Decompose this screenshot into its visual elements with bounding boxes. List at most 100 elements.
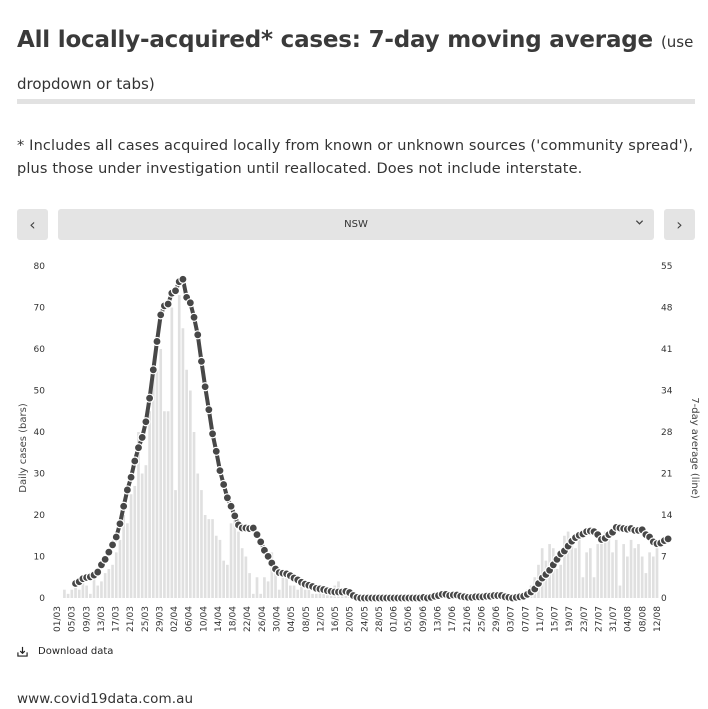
- y-axis-right-title: 7-day average (line): [689, 397, 700, 499]
- seven-day-average-point: [663, 534, 673, 544]
- daily-cases-bar: [66, 593, 70, 598]
- daily-cases-bar: [126, 523, 129, 598]
- x-tick-label: 13/06: [433, 606, 443, 632]
- y-left-tick-label: 30: [34, 470, 46, 480]
- seven-day-average-point: [100, 554, 110, 564]
- seven-day-average-point: [215, 466, 225, 476]
- daily-cases-bar: [248, 573, 251, 598]
- daily-cases-bar: [655, 548, 659, 598]
- x-tick-label: 13/03: [97, 606, 107, 632]
- daily-cases-bar: [70, 589, 74, 598]
- prev-region-button[interactable]: ‹: [17, 209, 48, 240]
- daily-cases-bar: [233, 519, 237, 598]
- daily-cases-bar: [148, 411, 151, 598]
- x-tick-label: 08/08: [638, 606, 648, 632]
- daily-cases-bar: [137, 432, 140, 598]
- daily-cases-bar: [129, 494, 133, 598]
- region-dropdown[interactable]: NSW: [58, 209, 654, 240]
- x-tick-label: 20/05: [346, 606, 356, 632]
- next-region-button[interactable]: ›: [664, 209, 695, 240]
- daily-cases-bar: [651, 556, 655, 598]
- x-tick-label: 21/03: [126, 606, 136, 632]
- x-tick-label: 17/03: [112, 606, 122, 632]
- daily-cases-bar: [281, 577, 285, 598]
- daily-cases-bar: [326, 593, 329, 598]
- y-axis-right: 0 7 14 21 28 34 41 48 55: [661, 262, 673, 604]
- x-tick-label: 12/05: [316, 606, 326, 632]
- daily-cases-bar: [589, 548, 592, 598]
- daily-cases-bar: [259, 593, 263, 598]
- daily-cases-bar: [585, 552, 588, 598]
- y-right-tick-label: 0: [661, 594, 667, 604]
- chevron-right-icon: ›: [676, 215, 683, 234]
- y-right-tick-label: 21: [661, 470, 672, 480]
- daily-cases-bar: [63, 589, 66, 598]
- daily-cases-bar: [107, 568, 111, 598]
- daily-cases-bar: [189, 390, 192, 598]
- y-right-tick-label: 41: [661, 345, 672, 355]
- daily-cases-bar: [566, 531, 570, 598]
- daily-cases-bar: [211, 519, 214, 598]
- x-tick-label: 17/06: [448, 606, 458, 632]
- x-tick-label: 24/05: [360, 606, 370, 632]
- seven-day-average-point: [211, 446, 221, 456]
- seven-day-average-point: [256, 537, 266, 547]
- daily-cases-bar: [270, 552, 274, 598]
- daily-cases-bar: [92, 577, 96, 598]
- daily-cases-bar: [155, 369, 159, 598]
- x-tick-label: 27/07: [594, 606, 604, 632]
- daily-cases-bar: [648, 552, 651, 598]
- daily-cases-bar: [96, 585, 100, 598]
- title-main: All locally-acquired* cases: 7-day movin…: [17, 27, 653, 53]
- daily-cases-bar: [140, 473, 144, 598]
- seven-day-average-point: [200, 382, 210, 392]
- daily-cases-bar: [611, 552, 614, 598]
- daily-cases-bar: [292, 585, 296, 598]
- seven-day-average-point: [137, 432, 147, 443]
- daily-cases-bar: [181, 328, 185, 598]
- y-left-tick-label: 10: [34, 553, 46, 563]
- y-left-tick-label: 0: [39, 594, 45, 604]
- seven-day-average-point: [178, 274, 188, 284]
- daily-cases-bar: [74, 585, 77, 598]
- daily-cases-bar: [626, 556, 629, 598]
- daily-cases-bar: [151, 365, 155, 598]
- daily-cases-bar: [563, 535, 566, 598]
- y-right-tick-label: 14: [661, 511, 673, 521]
- seven-day-average-point: [119, 501, 129, 511]
- seven-day-average-point: [104, 547, 114, 557]
- y-axis-left-title: Daily cases (bars): [18, 403, 29, 493]
- daily-cases-bar: [174, 490, 177, 598]
- region-dropdown-value: NSW: [344, 219, 368, 230]
- daily-cases-bar: [622, 544, 625, 598]
- y-right-tick-label: 48: [661, 304, 673, 314]
- x-tick-label: 01/06: [390, 606, 400, 632]
- daily-cases-bar: [111, 564, 114, 598]
- seven-day-average-point: [126, 472, 136, 482]
- daily-cases-bar: [196, 473, 200, 598]
- x-tick-label: 05/03: [68, 606, 78, 632]
- daily-cases-bar: [114, 552, 118, 598]
- download-icon: [17, 646, 28, 657]
- daily-cases-bar: [289, 585, 292, 598]
- daily-cases-bar: [551, 548, 555, 598]
- daily-cases-bar: [200, 490, 203, 598]
- download-data-button[interactable]: Download data: [17, 646, 113, 657]
- daily-cases-bar: [163, 411, 166, 598]
- daily-cases-bar: [596, 544, 600, 598]
- daily-cases-bar: [311, 593, 314, 598]
- x-tick-label: 16/05: [331, 606, 341, 632]
- daily-cases-bar: [240, 548, 244, 598]
- seven-day-average-point: [207, 429, 218, 439]
- daily-cases-bar: [303, 589, 307, 598]
- x-tick-label: 30/04: [273, 606, 283, 632]
- x-tick-label: 18/04: [229, 606, 239, 632]
- daily-cases-bar: [177, 295, 181, 598]
- chart-area: 0 10 20 30 40 50 60 70 80 0 7 14 21 28 34 41 48 55 01/03…: [18, 262, 700, 632]
- title-divider: [17, 99, 695, 104]
- x-tick-label: 19/07: [565, 606, 575, 632]
- seven-day-average-point: [111, 532, 121, 542]
- daily-cases-bar: [222, 560, 225, 598]
- daily-cases-bar: [570, 539, 574, 598]
- daily-cases-bar: [307, 589, 311, 598]
